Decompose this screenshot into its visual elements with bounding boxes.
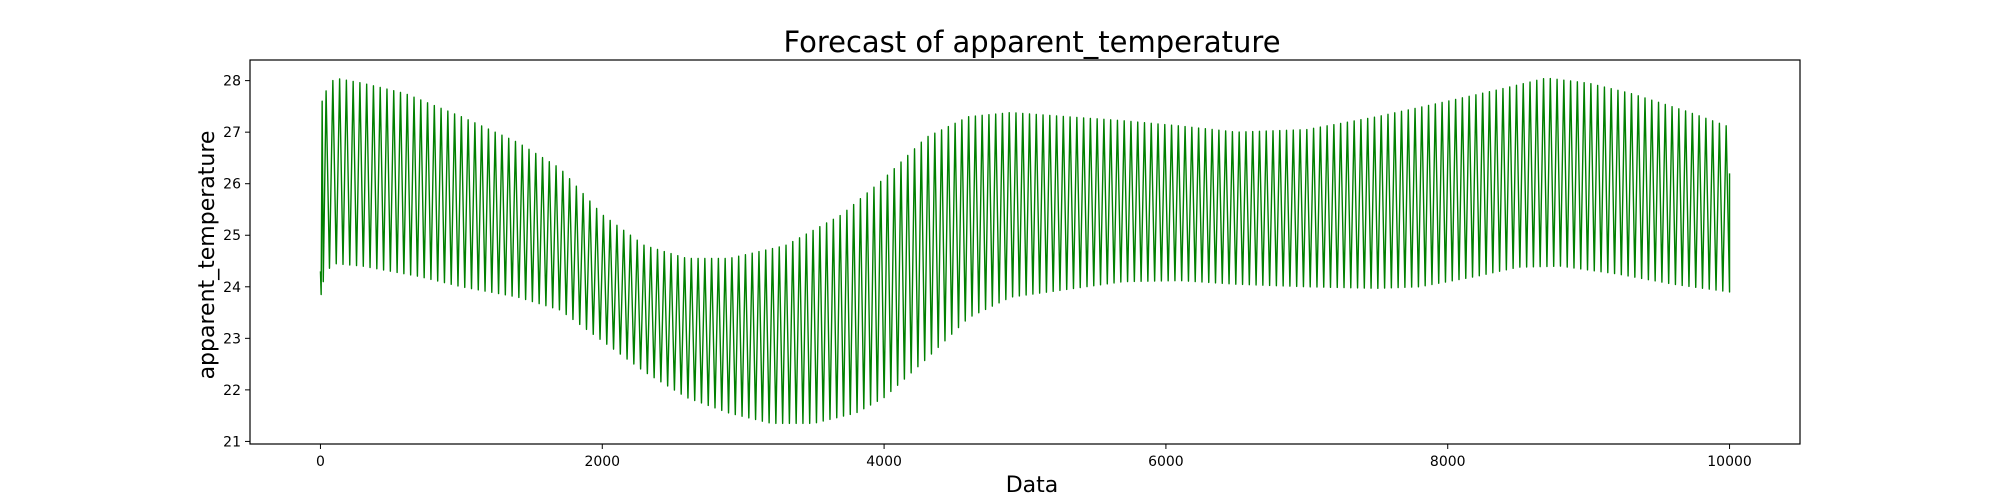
x-tick-label: 0 (316, 454, 325, 470)
y-axis: 21 22 23 24 25 26 27 28 (223, 74, 250, 450)
x-tick-label: 10000 (1707, 454, 1752, 470)
x-tick-label: 4000 (866, 454, 902, 470)
y-tick-label: 26 (223, 177, 241, 193)
y-tick-label: 21 (223, 434, 241, 450)
y-tick-label: 25 (223, 228, 241, 244)
y-tick-label: 28 (223, 74, 241, 90)
chart-title: Forecast of apparent_temperature (783, 25, 1280, 59)
y-tick-label: 24 (223, 280, 241, 296)
y-axis-title: apparent_temperature (195, 131, 220, 380)
series-layer (319, 77, 1731, 425)
y-tick-label: 23 (223, 331, 241, 347)
x-tick-label: 8000 (1430, 454, 1466, 470)
y-tick-label: 22 (223, 383, 241, 399)
plot-frame (249, 59, 1801, 445)
series-line (319, 77, 1731, 425)
x-tick-label: 2000 (584, 454, 620, 470)
x-axis: 0 2000 4000 6000 8000 10000 (316, 444, 1752, 470)
x-tick-label: 6000 (1148, 454, 1184, 470)
x-axis-title: Data (1006, 473, 1059, 498)
y-tick-label: 27 (223, 125, 241, 141)
